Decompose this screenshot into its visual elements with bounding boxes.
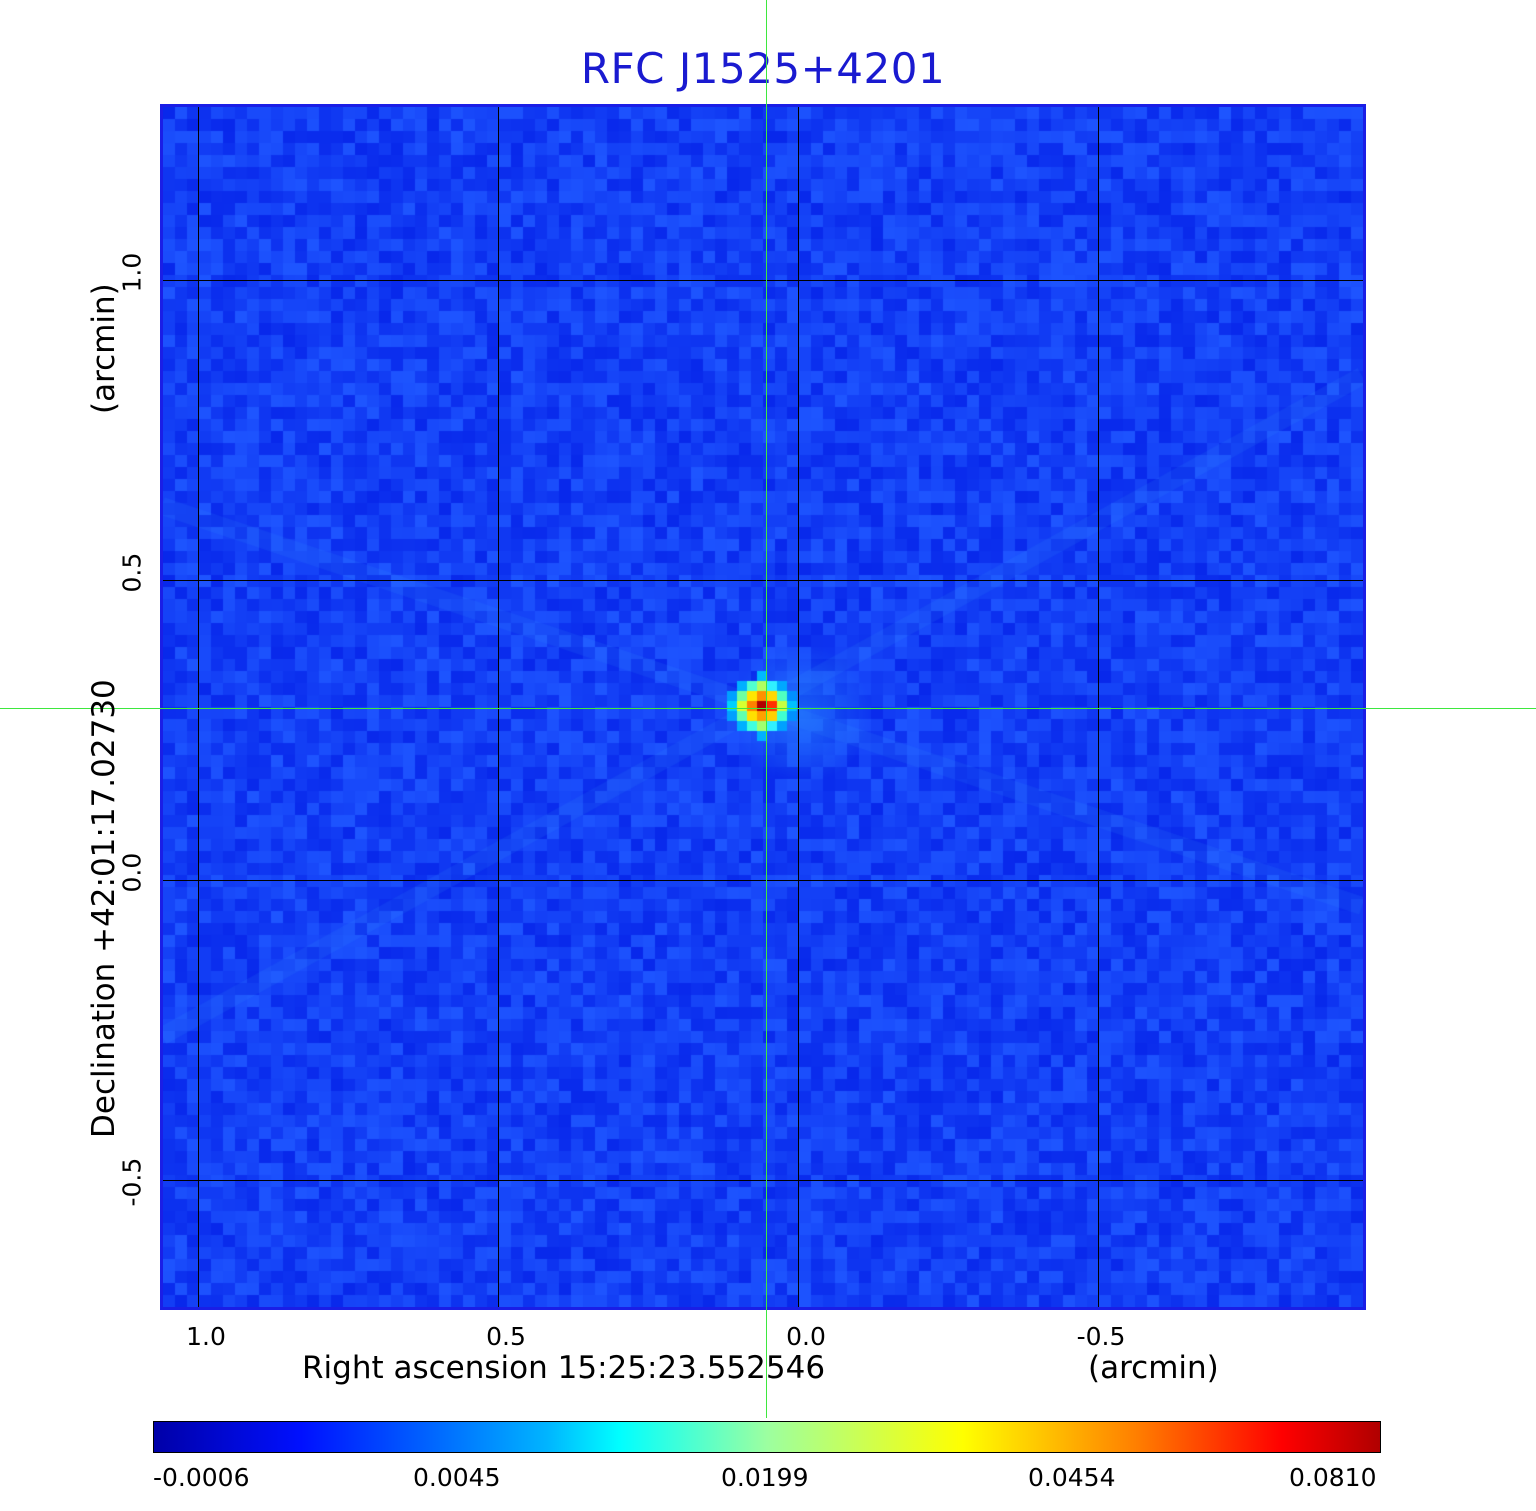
x-axis-label: Right ascension 15:25:23.552546: [302, 1350, 826, 1386]
grid-v-0.0: [798, 107, 799, 1307]
x-axis-unit: (arcmin): [1088, 1350, 1219, 1386]
radio-image: [163, 107, 1363, 1307]
grid-h-1.0: [163, 280, 1363, 281]
grid-h--0.5: [163, 1180, 1363, 1181]
grid-v-1.0: [198, 107, 199, 1307]
colorbar-label: 0.0199: [721, 1463, 809, 1492]
plot-title: RFC J1525+4201: [580, 44, 946, 93]
grid-h-0.0: [163, 880, 1363, 881]
x-tick-label: 0.5: [486, 1322, 526, 1351]
x-tick-label: -0.5: [1076, 1322, 1126, 1351]
grid-v--0.5: [1098, 107, 1099, 1307]
image-panel[interactable]: [160, 104, 1366, 1310]
y-tick-label: -0.5: [117, 1157, 147, 1207]
crosshair-vertical: [766, 0, 767, 1418]
colorbar-label: 0.0045: [413, 1463, 501, 1492]
grid-h-0.5: [163, 580, 1363, 581]
colorbar-label: 0.0810: [1289, 1463, 1377, 1492]
y-axis-label: Declination +42:01:17.02730: [86, 679, 122, 1138]
colorbar-label: 0.0454: [1028, 1463, 1116, 1492]
colorbar: [153, 1421, 1381, 1453]
x-tick-label: 1.0: [186, 1322, 226, 1351]
colorbar-label: -0.0006: [153, 1463, 250, 1492]
grid-v-0.5: [498, 107, 499, 1307]
y-axis-unit: (arcmin): [86, 283, 122, 414]
x-tick-label: 0.0: [786, 1322, 826, 1351]
y-tick-label: 0.5: [117, 552, 147, 593]
crosshair-horizontal: [0, 708, 1536, 709]
